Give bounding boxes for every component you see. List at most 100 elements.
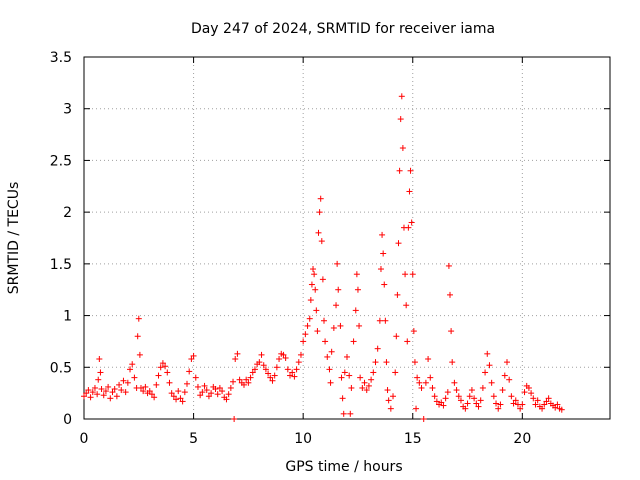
data-point [219,388,226,395]
data-point [83,390,90,397]
data-point [105,383,112,390]
data-point [151,394,158,401]
y-tick-label: 2 [63,205,72,221]
data-point [346,372,353,379]
data-point [201,382,208,389]
data-point [289,369,296,376]
y-tick-label: 0.5 [50,360,72,376]
data-point [249,369,256,376]
data-point [188,356,195,363]
data-point [554,401,561,408]
data-point [166,379,173,386]
x-axis-label: GPS time / hours [285,459,402,475]
data-point [97,369,104,376]
data-point [265,370,272,377]
data-point [89,389,96,396]
data-point [497,401,504,408]
data-point [134,333,141,340]
data-point [122,389,129,396]
data-point [87,394,94,401]
data-point [344,353,350,360]
data-point [482,369,489,376]
data-point [142,383,149,390]
data-point [186,368,193,375]
data-point [205,393,212,400]
data-point [512,397,519,404]
data-point [135,315,142,322]
y-tick-label: 1 [63,309,72,325]
data-point [447,291,454,298]
data-point [181,389,188,396]
data-point [310,266,317,273]
data-point [164,369,171,376]
data-point [398,93,405,100]
y-tick-label: 3 [63,102,72,118]
data-point [102,388,109,395]
data-point [501,372,508,379]
data-point [81,393,87,400]
data-point [462,405,469,412]
data-point [179,398,186,405]
data-point [256,359,263,366]
data-point [422,379,429,386]
data-point [521,389,528,396]
data-point [420,416,427,422]
data-point [427,374,434,381]
data-point [227,384,234,391]
grid [84,57,610,419]
data-point [382,317,389,324]
data-point [475,403,482,410]
data-point [113,393,120,400]
data-point [532,401,539,408]
data-point [395,240,402,247]
data-point [190,352,197,359]
data-point [528,390,535,397]
data-point [124,379,131,386]
data-point [484,350,491,357]
data-point [223,396,230,403]
data-point [315,229,322,236]
data-point [405,224,412,231]
data-point [348,384,355,391]
data-point [407,167,414,174]
data-point [353,271,360,278]
data-point [333,302,340,309]
data-point [287,372,294,379]
data-point [486,362,493,369]
data-point [455,393,462,400]
data-point [118,387,125,394]
data-point [330,324,337,331]
data-points [81,93,565,422]
data-point [320,317,327,324]
data-point [381,281,388,288]
data-point [271,372,278,379]
data-point [368,376,375,383]
data-point [433,398,440,405]
data-point [393,333,400,340]
data-point [539,405,546,412]
data-point [232,356,239,363]
data-point [300,338,307,345]
data-point [216,384,223,391]
data-point [466,393,473,400]
data-point [340,410,347,417]
data-point [168,390,175,397]
data-point [495,405,502,412]
data-point [184,380,191,387]
data-point [418,384,425,391]
data-point [440,402,447,409]
axis-ticks: 0 5 10 15 20 0 0.5 1 1.5 2 2.5 3 3.5 [50,50,610,447]
data-point [558,406,565,413]
data-point [352,307,359,314]
data-point [306,315,313,322]
data-point [234,350,241,357]
data-point [499,387,506,394]
data-point [312,286,319,293]
x-tick-label: 0 [80,431,89,447]
data-point [473,400,480,407]
data-point [545,395,552,402]
data-point [304,322,311,329]
data-point [394,291,401,298]
data-point [385,397,392,404]
plot-frame [83,56,611,420]
